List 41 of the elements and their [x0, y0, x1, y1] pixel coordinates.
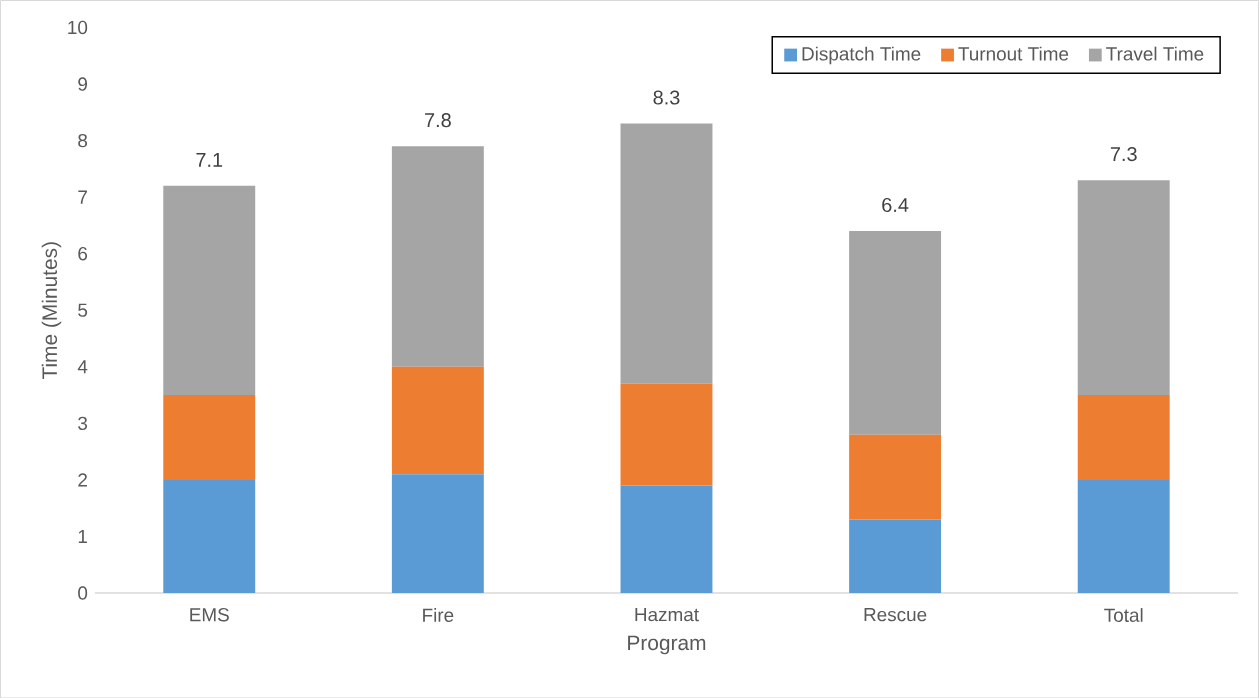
bar [620, 485, 713, 593]
bar [391, 146, 484, 367]
y-tick-label: 6 [78, 246, 88, 261]
total-label: 8.3 [653, 90, 680, 105]
y-tick-label: 10 [68, 20, 88, 34]
bar [163, 185, 256, 395]
y-tick-label: 1 [78, 529, 87, 543]
bar [849, 230, 942, 435]
bar [620, 123, 713, 384]
bar [163, 479, 256, 593]
x-tick-label: Fire [423, 607, 454, 622]
total-label: 7.8 [425, 112, 451, 127]
legend-label: Travel Time [1106, 46, 1204, 61]
y-tick-label: 9 [78, 77, 87, 91]
y-axis-title: Time (Minutes) [41, 242, 62, 379]
total-label: 7.1 [196, 152, 223, 167]
bar [1077, 479, 1170, 593]
y-tick-label: 7 [78, 190, 87, 204]
bar [849, 434, 942, 520]
bar [620, 383, 713, 486]
bar [1077, 179, 1170, 395]
bar [163, 394, 256, 480]
y-tick-label: 4 [77, 360, 88, 374]
bar [1077, 394, 1170, 480]
bar [391, 474, 484, 593]
bar [391, 366, 484, 475]
total-label: 7.3 [1110, 146, 1137, 161]
x-tick-label: EMS [190, 607, 229, 622]
y-tick-label: 8 [78, 133, 88, 148]
legend-label: Turnout Time [958, 46, 1069, 61]
bar [849, 519, 942, 593]
x-tick-label: Rescue [864, 607, 927, 622]
y-tick-label: 3 [78, 416, 88, 430]
x-tick-label: Hazmat [635, 607, 699, 622]
x-tick-label: Total [1104, 607, 1143, 622]
y-tick-label: 5 [78, 303, 88, 317]
y-tick-label: 0 [78, 586, 88, 600]
total-label: 6.4 [882, 197, 909, 212]
legend-label: Dispatch Time [802, 46, 921, 65]
x-axis-title: Program [628, 635, 706, 655]
y-tick-label: 2 [78, 473, 87, 487]
